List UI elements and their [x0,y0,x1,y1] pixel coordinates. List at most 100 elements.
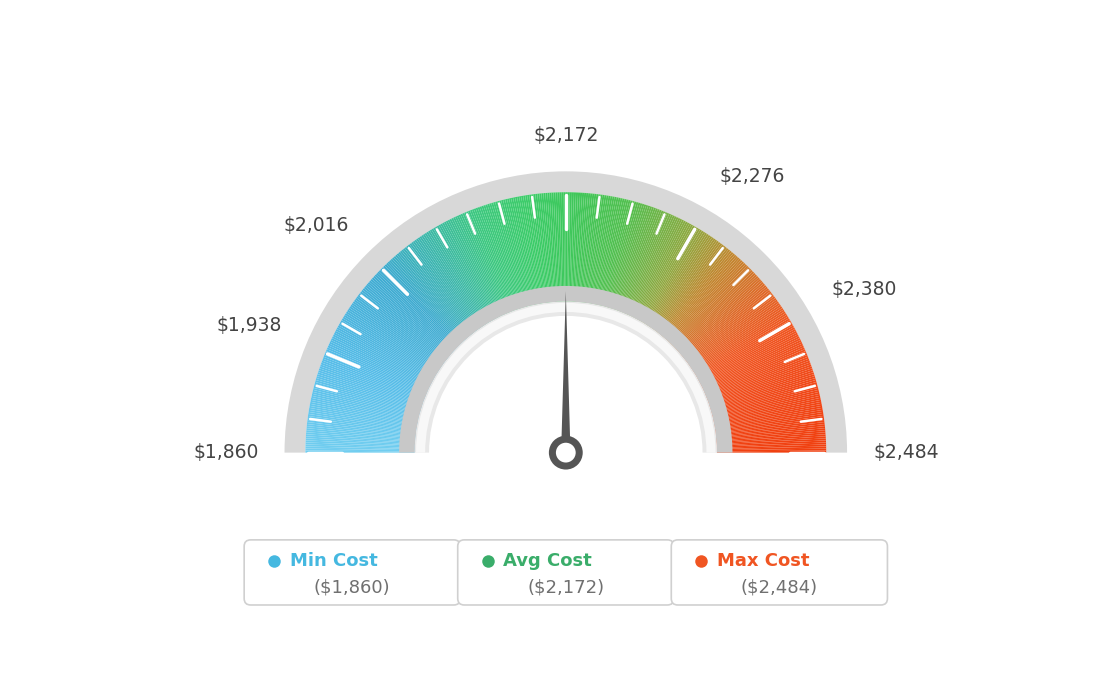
Wedge shape [703,344,804,391]
Wedge shape [395,255,468,339]
Wedge shape [466,211,509,313]
Wedge shape [325,353,426,396]
Wedge shape [571,193,576,302]
Wedge shape [605,201,635,307]
Wedge shape [388,262,464,342]
Wedge shape [341,320,436,377]
Wedge shape [440,224,495,320]
Wedge shape [406,246,474,333]
Wedge shape [693,313,787,373]
FancyBboxPatch shape [671,540,888,605]
Wedge shape [402,249,471,335]
Wedge shape [432,228,489,323]
Wedge shape [505,199,532,306]
Wedge shape [309,404,417,426]
Wedge shape [538,193,551,302]
Wedge shape [686,295,774,362]
Text: $2,276: $2,276 [720,168,785,186]
Wedge shape [583,194,596,303]
Wedge shape [365,285,450,356]
Wedge shape [340,322,435,378]
Wedge shape [715,424,825,437]
Wedge shape [672,268,752,346]
Wedge shape [716,442,826,448]
Text: $2,172: $2,172 [533,126,598,146]
Wedge shape [670,264,747,344]
Wedge shape [312,392,418,419]
Wedge shape [526,195,543,304]
Wedge shape [596,197,620,305]
Wedge shape [455,216,502,316]
Wedge shape [715,414,824,431]
Wedge shape [569,193,572,302]
Wedge shape [336,329,433,382]
Wedge shape [627,215,673,315]
Wedge shape [400,250,470,336]
Wedge shape [307,426,415,438]
Wedge shape [626,214,671,315]
Wedge shape [625,213,669,314]
Wedge shape [471,209,512,312]
Wedge shape [650,236,712,328]
Wedge shape [639,226,694,322]
Wedge shape [476,208,514,311]
Wedge shape [312,390,420,417]
Wedge shape [376,273,456,349]
Wedge shape [507,199,533,306]
Wedge shape [487,204,521,308]
Wedge shape [652,239,718,330]
Wedge shape [707,361,810,400]
Wedge shape [333,333,432,384]
Wedge shape [637,224,691,320]
Wedge shape [648,234,709,326]
Wedge shape [565,193,567,302]
Wedge shape [364,286,449,357]
Wedge shape [713,392,819,419]
Wedge shape [383,266,460,345]
Wedge shape [474,208,513,311]
Wedge shape [389,260,464,342]
Wedge shape [411,242,477,331]
Wedge shape [317,374,422,408]
Circle shape [549,435,583,470]
Wedge shape [309,406,417,426]
Wedge shape [341,318,436,376]
Wedge shape [460,214,506,315]
Text: Avg Cost: Avg Cost [503,552,592,570]
Wedge shape [700,333,798,384]
Wedge shape [608,203,640,308]
Wedge shape [404,247,474,334]
Wedge shape [311,394,418,420]
Wedge shape [599,199,627,306]
Wedge shape [668,262,744,342]
Wedge shape [449,219,499,317]
Wedge shape [628,215,675,315]
Wedge shape [382,267,460,346]
Wedge shape [323,355,426,397]
Wedge shape [523,195,542,304]
Wedge shape [486,204,520,309]
Wedge shape [681,284,765,355]
Wedge shape [689,303,781,367]
Wedge shape [511,197,535,305]
Wedge shape [458,215,505,315]
Wedge shape [716,446,826,451]
Wedge shape [564,193,565,302]
Wedge shape [690,304,782,368]
Wedge shape [578,193,591,302]
Wedge shape [343,315,437,374]
Wedge shape [654,241,719,331]
Wedge shape [425,233,485,326]
Wedge shape [349,306,440,368]
Wedge shape [593,197,615,304]
Wedge shape [597,198,623,305]
Wedge shape [306,451,415,453]
Wedge shape [692,311,786,372]
Wedge shape [560,193,563,302]
Wedge shape [616,207,654,310]
Wedge shape [675,271,754,348]
Text: $1,938: $1,938 [216,316,282,335]
Wedge shape [368,282,452,355]
Wedge shape [315,380,421,412]
Wedge shape [682,286,767,357]
